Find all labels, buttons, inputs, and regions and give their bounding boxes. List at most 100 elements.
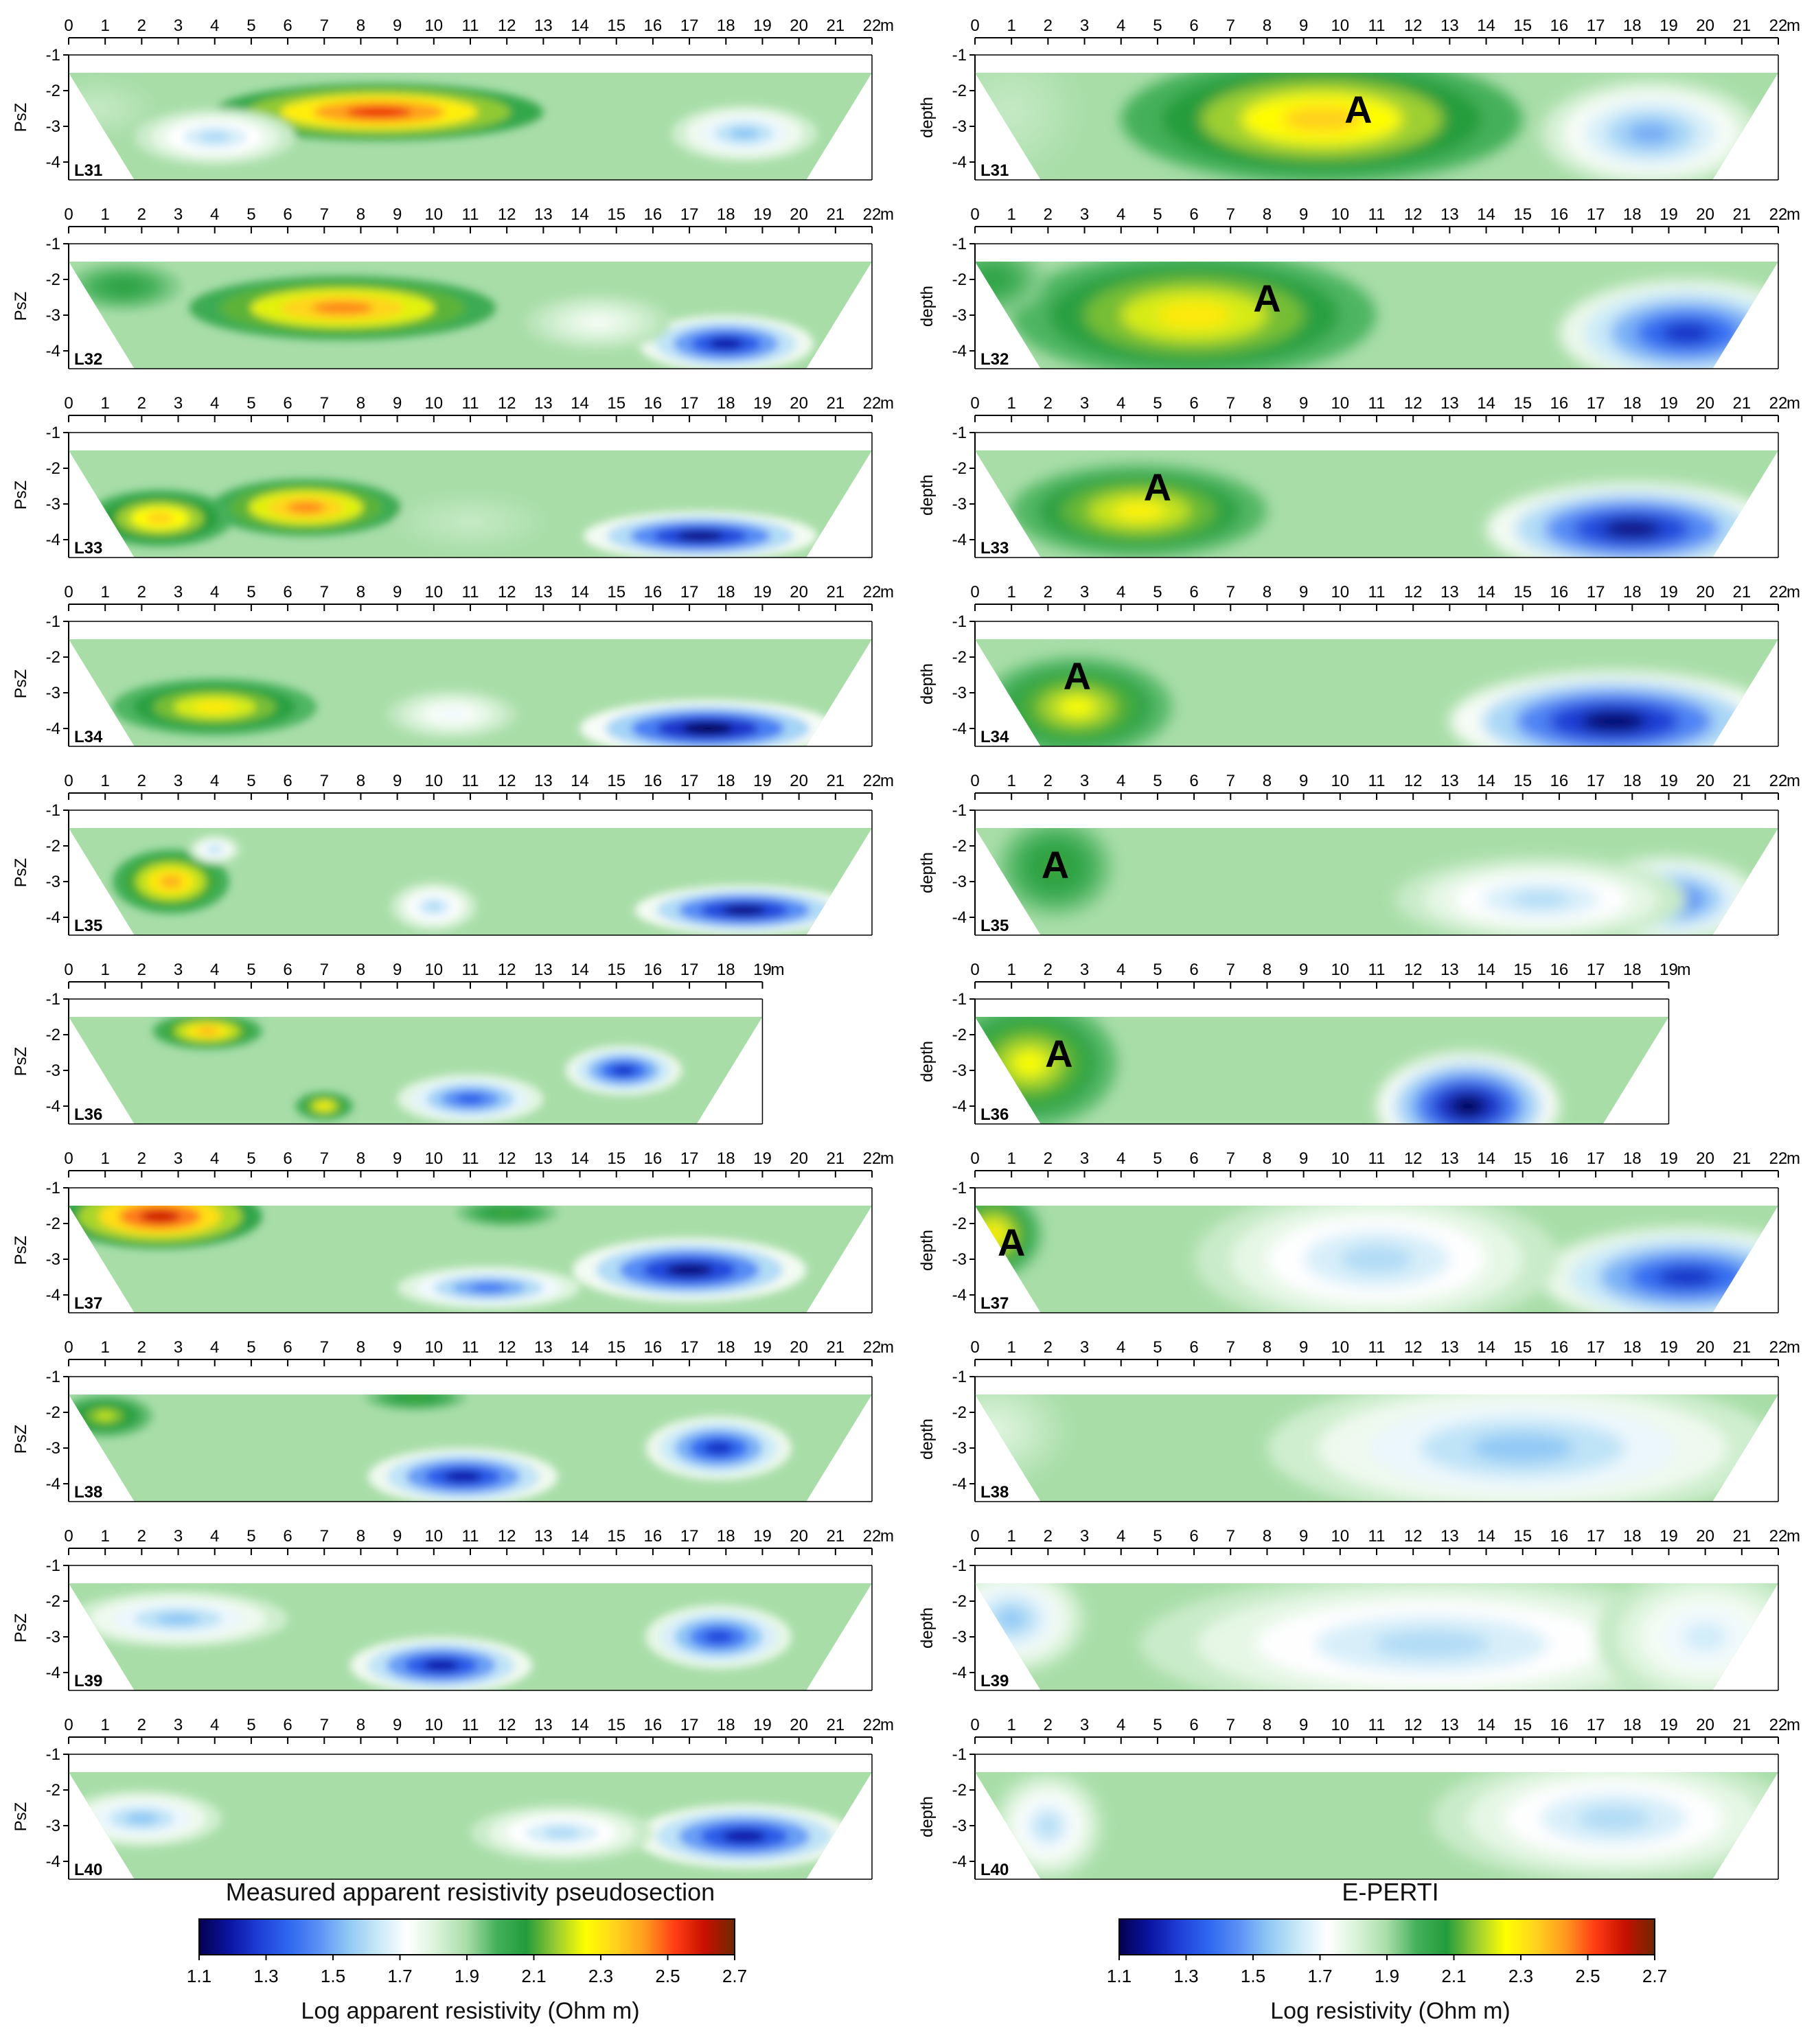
x-tick-label: 15 bbox=[1513, 1338, 1532, 1357]
x-tick-label: 0 bbox=[64, 1149, 73, 1168]
y-axis-label: PsZ bbox=[12, 1614, 30, 1643]
contour-band bbox=[704, 1630, 733, 1644]
x-tick-label: 2 bbox=[1044, 16, 1053, 35]
y-axis-label: PsZ bbox=[12, 1425, 30, 1454]
x-tick-label: 17 bbox=[1587, 961, 1605, 979]
x-tick-label: 14 bbox=[571, 1527, 589, 1546]
x-tick-label: 17 bbox=[1587, 1527, 1605, 1546]
x-tick-label: 13 bbox=[1440, 1149, 1459, 1168]
x-tick-label: 10 bbox=[1331, 1716, 1349, 1734]
x-tick-label: 21 bbox=[826, 16, 845, 35]
x-tick-label: 19 bbox=[753, 1527, 772, 1546]
x-tick-label: 0 bbox=[64, 1338, 73, 1357]
y-axis-label: PsZ bbox=[12, 858, 30, 888]
profile-label: L34 bbox=[74, 728, 103, 746]
colorbar-tick-label: 1.7 bbox=[1307, 1966, 1332, 1986]
x-tick-label: 1 bbox=[101, 16, 110, 35]
profile-label: L37 bbox=[980, 1294, 1009, 1313]
x-tick-label: 18 bbox=[1623, 394, 1642, 413]
x-tick-label: 3 bbox=[1080, 583, 1089, 601]
profile-label: L32 bbox=[980, 350, 1009, 369]
x-unit-label: m bbox=[880, 1149, 894, 1168]
contour-band bbox=[156, 1613, 200, 1625]
x-tick-label: 12 bbox=[498, 583, 516, 601]
section-contours bbox=[69, 1790, 854, 1869]
section-contours bbox=[1011, 464, 1778, 558]
contour-band bbox=[145, 512, 175, 525]
x-tick-label: 21 bbox=[1732, 772, 1751, 790]
contour-band bbox=[1657, 1267, 1717, 1287]
x-tick-label: 17 bbox=[1587, 583, 1605, 601]
x-tick-label: 1 bbox=[1007, 961, 1016, 979]
x-tick-label: 6 bbox=[283, 1149, 292, 1168]
x-tick-label: 11 bbox=[462, 772, 479, 790]
colorbar-tick-label: 1.1 bbox=[187, 1966, 211, 1986]
contour-band bbox=[198, 131, 231, 143]
y-tick-label: -2 bbox=[46, 271, 60, 289]
y-axis-label: depth bbox=[918, 1041, 937, 1082]
contour-band bbox=[704, 1441, 733, 1455]
x-tick-label: 7 bbox=[320, 772, 329, 790]
y-tick-label: -3 bbox=[952, 1250, 967, 1269]
x-tick-label: 0 bbox=[970, 1149, 979, 1168]
y-tick-label: -1 bbox=[952, 46, 967, 65]
x-tick-label: 5 bbox=[1153, 1149, 1162, 1168]
x-tick-label: 21 bbox=[1732, 583, 1751, 601]
contour-band bbox=[682, 722, 733, 735]
profile-L40-right: 0 1 2 3 4 5 6 7 8 9 10 11 12 13 14 15 16 17 18 19 20 21 22m-1-… bbox=[918, 1716, 1800, 1880]
y-axis-label: depth bbox=[918, 663, 937, 704]
x-tick-label: 19 bbox=[1660, 1338, 1678, 1357]
x-tick-label: 5 bbox=[1153, 1338, 1162, 1357]
x-tick-label: 5 bbox=[246, 205, 255, 224]
colorbar-tick-label: 2.7 bbox=[722, 1966, 747, 1986]
x-tick-label: 5 bbox=[246, 772, 255, 790]
x-tick-label: 19 bbox=[753, 961, 772, 979]
x-tick-label: 21 bbox=[826, 1527, 845, 1546]
x-tick-label: 18 bbox=[717, 1527, 735, 1546]
y-tick-label: -3 bbox=[46, 1250, 60, 1269]
x-tick-label: 16 bbox=[644, 772, 663, 790]
profile-label: L31 bbox=[74, 161, 102, 180]
colorbar-tick-label: 2.3 bbox=[588, 1966, 613, 1986]
x-tick-label: 21 bbox=[1732, 1527, 1751, 1546]
contour-band bbox=[346, 106, 412, 118]
section-contours bbox=[69, 1394, 792, 1502]
x-tick-label: 8 bbox=[356, 961, 365, 979]
x-tick-label: 14 bbox=[1477, 1149, 1495, 1168]
x-tick-label: 2 bbox=[1044, 1527, 1053, 1546]
y-tick-label: -3 bbox=[952, 873, 967, 891]
colorbar-gradient bbox=[198, 1918, 735, 1955]
x-tick-label: 22 bbox=[1769, 1149, 1788, 1168]
x-tick-label: 11 bbox=[462, 1338, 479, 1357]
profile-L34-right: 0 1 2 3 4 5 6 7 8 9 10 11 12 13 14 15 16 17 18 19 20 21 22m-1-… bbox=[918, 583, 1800, 747]
y-tick-label: -4 bbox=[952, 1852, 967, 1871]
profile-L36-right: 0 1 2 3 4 5 6 7 8 9 10 11 12 13 14 15 16 17 18 19m-1-2-3-4d… bbox=[918, 961, 1690, 1125]
x-tick-label: 15 bbox=[607, 205, 625, 224]
x-tick-label: 1 bbox=[1007, 205, 1016, 224]
contour-band bbox=[1037, 1815, 1059, 1837]
x-tick-label: 21 bbox=[826, 394, 845, 413]
x-tick-label: 15 bbox=[1513, 1149, 1532, 1168]
x-tick-label: 6 bbox=[283, 1716, 292, 1734]
x-tick-label: 20 bbox=[790, 394, 808, 413]
x-tick-label: 17 bbox=[680, 205, 699, 224]
x-tick-label: 2 bbox=[1044, 1149, 1053, 1168]
x-tick-label: 9 bbox=[1299, 772, 1308, 790]
x-tick-label: 0 bbox=[64, 583, 73, 601]
x-tick-label: 15 bbox=[1513, 1527, 1532, 1546]
y-axis-label: depth bbox=[918, 97, 937, 138]
section-contours bbox=[69, 80, 818, 166]
section-body bbox=[975, 262, 1778, 369]
x-tick-label: 2 bbox=[137, 394, 146, 413]
x-tick-label: 2 bbox=[1044, 772, 1053, 790]
y-tick-label: -1 bbox=[952, 801, 967, 820]
x-tick-label: 4 bbox=[1116, 205, 1125, 224]
x-tick-label: 6 bbox=[1189, 1338, 1198, 1357]
contour-band bbox=[612, 1065, 636, 1076]
x-tick-label: 4 bbox=[1116, 1716, 1125, 1734]
x-tick-label: 18 bbox=[1623, 961, 1642, 979]
x-tick-label: 7 bbox=[320, 1338, 329, 1357]
x-tick-label: 2 bbox=[1044, 583, 1053, 601]
x-tick-label: 4 bbox=[210, 1527, 219, 1546]
x-tick-label: 2 bbox=[1044, 1338, 1053, 1357]
